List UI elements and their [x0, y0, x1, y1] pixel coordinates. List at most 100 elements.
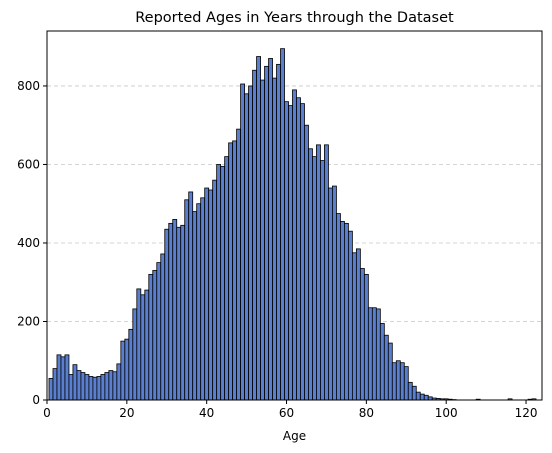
histogram-bar [96, 376, 102, 401]
histogram-bar [224, 156, 230, 401]
histogram-bar [312, 156, 317, 401]
histogram-bar [379, 323, 385, 401]
histogram-bar [196, 203, 202, 401]
histogram-bar [407, 381, 413, 401]
histogram-bar [300, 103, 305, 401]
histogram-bar [415, 391, 421, 401]
x-tick-label: 100 [435, 406, 458, 420]
histogram-bar [192, 211, 198, 401]
histogram-bar [76, 370, 82, 401]
histogram-bar [375, 308, 381, 401]
histogram-bar [336, 213, 341, 401]
histogram-bar [367, 307, 373, 401]
histogram-bar [208, 189, 214, 401]
histogram-bar [180, 224, 186, 401]
histogram-bar [200, 197, 206, 401]
histogram-bar [184, 199, 190, 401]
histogram-bar [399, 362, 405, 401]
x-tick-label: 40 [199, 406, 214, 420]
histogram-bar [116, 363, 122, 401]
histogram-bar [60, 356, 66, 401]
histogram-bar [216, 164, 222, 401]
histogram-bar [343, 222, 349, 401]
histogram-bar [128, 328, 134, 401]
histogram-bar [320, 160, 325, 401]
histogram-bar [256, 56, 261, 401]
histogram-bar [140, 294, 146, 401]
histogram-bar [204, 187, 210, 401]
histogram-bar [112, 371, 118, 401]
histogram-bar [252, 69, 257, 401]
histogram-bar [148, 273, 154, 401]
histogram-bar [52, 368, 58, 401]
histogram-bar [272, 77, 277, 401]
y-tick-label: 400 [17, 236, 40, 250]
x-tick-label: 60 [279, 406, 294, 420]
histogram-bar [268, 58, 273, 401]
histogram-bar [108, 370, 114, 401]
histogram-bar [124, 338, 130, 401]
histogram-bar [160, 253, 166, 401]
histogram-bar [419, 393, 425, 401]
histogram-bar [212, 179, 218, 401]
histogram-bar [423, 394, 429, 401]
histogram-bar [411, 385, 417, 401]
histogram-bar [347, 230, 353, 401]
axes-frame [46, 30, 543, 401]
histogram-bar [188, 191, 194, 401]
histogram-bar [403, 366, 409, 401]
histogram-bar [355, 248, 361, 401]
histogram-bar [220, 166, 226, 401]
histogram-bar [351, 252, 357, 401]
histogram-bar [88, 376, 94, 401]
y-tick-label: 200 [17, 314, 40, 328]
y-tick-label: 600 [17, 157, 40, 171]
histogram-bar [228, 142, 234, 401]
histogram-bar [144, 289, 150, 401]
histogram-bar [288, 105, 293, 401]
histogram-bar [64, 354, 70, 401]
histogram-bar [172, 219, 178, 401]
histogram-bar [156, 262, 162, 401]
histogram-bar [395, 360, 401, 401]
histogram-bar [292, 89, 297, 401]
chart-title: Reported Ages in Years through the Datas… [135, 10, 454, 26]
histogram-bar [168, 222, 174, 401]
histogram-bar [84, 374, 90, 401]
histogram-bar [340, 220, 345, 401]
histogram-bar [56, 354, 62, 401]
histogram-bar [100, 374, 106, 401]
histogram-bar [276, 63, 281, 401]
histogram-bar [359, 268, 365, 401]
histogram-bar [80, 372, 86, 401]
histogram-bar [371, 307, 377, 401]
histogram-bar [132, 308, 138, 401]
histogram-bar [240, 83, 246, 401]
histogram-bar [383, 334, 389, 401]
histogram-bar [328, 187, 333, 401]
histogram-bar [296, 97, 301, 401]
histogram-bar [248, 85, 253, 401]
x-tick-label: 20 [119, 406, 134, 420]
histogram-bar [260, 79, 265, 401]
histogram-bar [120, 340, 126, 401]
histogram-bar [324, 144, 329, 401]
histogram-bar [304, 124, 309, 401]
histogram-bar [308, 148, 313, 401]
histogram-bar [92, 376, 98, 401]
histogram-bar [48, 378, 54, 401]
histogram-bar [387, 342, 393, 401]
histogram-bar [68, 374, 74, 401]
histogram-bar [391, 362, 397, 401]
histogram-bar [176, 226, 182, 401]
histogram-bar [332, 185, 337, 401]
x-tick-label: 0 [43, 406, 51, 420]
histogram-bar [164, 228, 170, 401]
histogram-bar [232, 140, 238, 401]
x-tick-label: 80 [359, 406, 374, 420]
x-axis-label: Age [283, 429, 306, 443]
histogram-bar [104, 372, 110, 401]
axis-ticks: 0 20 40 60 80 100 120 0 200 400 600 800 [17, 79, 537, 420]
histogram-bar [236, 128, 242, 401]
